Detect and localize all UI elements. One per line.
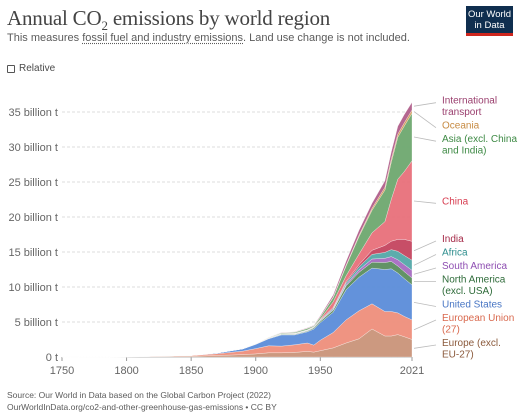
- x-tick-label: 1850: [179, 365, 203, 377]
- legend-connector: [413, 254, 437, 266]
- relative-label: Relative: [19, 63, 56, 74]
- relative-toggle[interactable]: Relative: [7, 63, 55, 74]
- footer-link[interactable]: OurWorldInData.org/co2-and-other-greenho…: [7, 402, 277, 412]
- legend-label-china: China: [442, 196, 469, 207]
- y-tick-label: 5 billion t: [15, 317, 58, 329]
- y-tick-label: 0 t: [46, 352, 58, 364]
- legend-label-south-america: South America: [442, 261, 507, 272]
- relative-checkbox[interactable]: [7, 64, 15, 73]
- legend-label-international-transport: International: [442, 96, 497, 107]
- x-tick-label: 1800: [114, 365, 138, 377]
- x-tick-label: 1750: [50, 365, 74, 377]
- legend-label-europe-excl-eu-27: EU-27): [442, 350, 474, 361]
- y-tick-label: 15 billion t: [8, 247, 58, 259]
- stacked-area-chart: 0 t 5 billion t 10 billion t 15 billion t 20…: [8, 96, 517, 377]
- legend-connector: [413, 302, 437, 307]
- legend-label-european-union-27: European Union: [442, 313, 514, 324]
- legend-label-india: India: [442, 234, 464, 245]
- source-note: Source: Our World in Data based on the G…: [7, 390, 271, 400]
- legend-label-international-transport: transport: [442, 107, 482, 118]
- legend-connector: [413, 267, 437, 275]
- legend-label-north-america-excl-usa: (excl. USA): [442, 286, 493, 297]
- legend-connector: [413, 102, 437, 107]
- legend-label-european-union-27: (27): [442, 325, 460, 336]
- legend-label-africa: Africa: [442, 248, 468, 259]
- legend-label-united-states: United States: [442, 300, 502, 311]
- y-tick-label: 25 billion t: [8, 177, 58, 189]
- y-tick-label: 30 billion t: [8, 142, 58, 154]
- x-tick-label: 2021: [400, 365, 424, 377]
- legend-connector: [413, 344, 437, 349]
- legend-connector: [413, 240, 437, 252]
- y-tick-label: 20 billion t: [8, 212, 58, 224]
- fossil-fuel-link[interactable]: fossil fuel and industry emissions: [82, 32, 243, 44]
- area-international-transport: [61, 101, 413, 358]
- x-tick-label: 1900: [243, 365, 267, 377]
- chart-title: Annual CO2 emissions by world region: [7, 6, 331, 34]
- x-tick-label: 1950: [308, 365, 332, 377]
- legend-label-oceania: Oceania: [442, 121, 480, 132]
- legend-label-europe-excl-eu-27: Europe (excl.: [442, 338, 501, 349]
- y-tick-label: 10 billion t: [8, 282, 58, 294]
- legend-label-north-america-excl-usa: North America: [442, 275, 506, 286]
- chart-subtitle: This measures fossil fuel and industry e…: [7, 32, 410, 44]
- legend-label-asia-excl-china-and-india: and India): [442, 146, 486, 157]
- owid-logo[interactable]: Our World in Data: [466, 6, 513, 36]
- legend-connector: [413, 111, 437, 129]
- legend-connector: [413, 319, 437, 331]
- y-tick-label: 35 billion t: [8, 107, 58, 119]
- legend-connector: [413, 200, 437, 204]
- legend-connector: [413, 136, 437, 142]
- legend-label-asia-excl-china-and-india: Asia (excl. China: [442, 134, 517, 145]
